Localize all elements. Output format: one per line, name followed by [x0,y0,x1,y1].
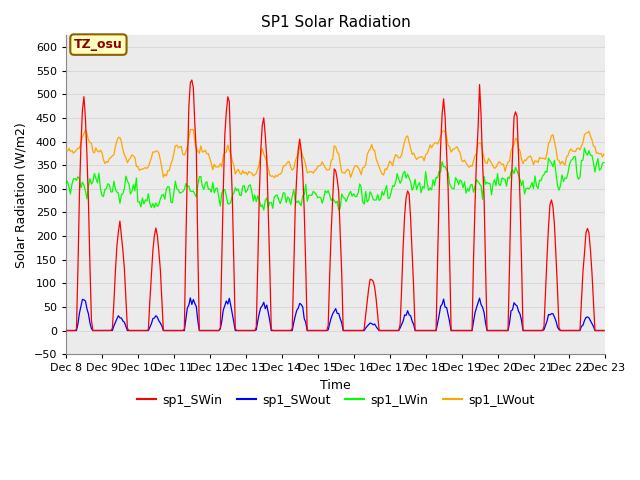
Text: TZ_osu: TZ_osu [74,38,123,51]
X-axis label: Time: Time [321,379,351,392]
Title: SP1 Solar Radiation: SP1 Solar Radiation [261,15,411,30]
Y-axis label: Solar Radiation (W/m2): Solar Radiation (W/m2) [15,122,28,268]
Legend: sp1_SWin, sp1_SWout, sp1_LWin, sp1_LWout: sp1_SWin, sp1_SWout, sp1_LWin, sp1_LWout [132,389,540,412]
